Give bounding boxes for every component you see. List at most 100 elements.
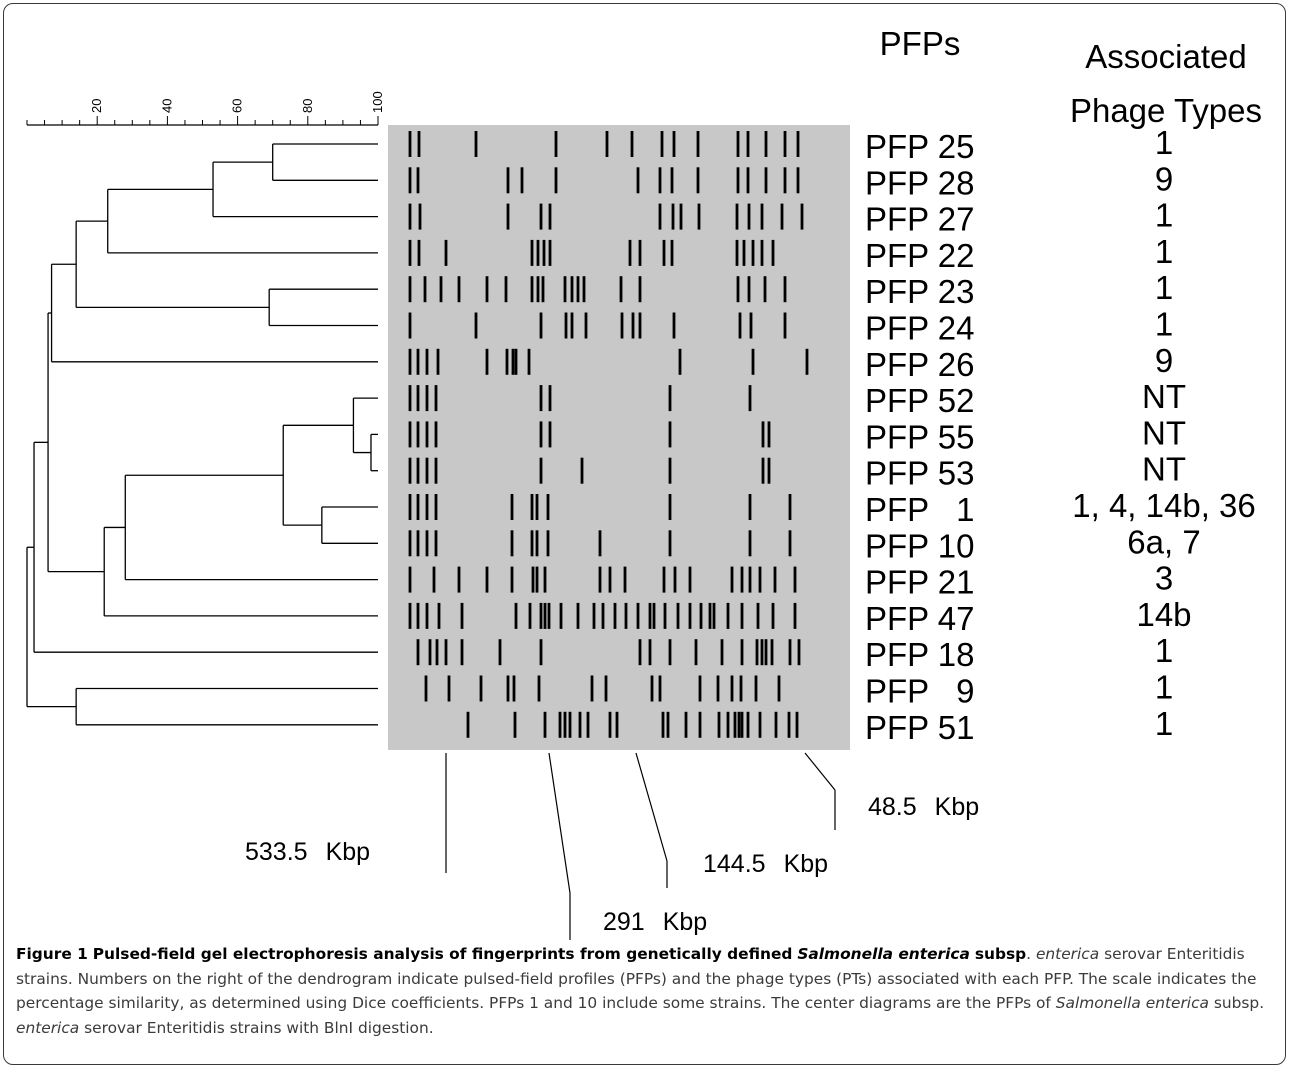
gel-band [542, 239, 546, 266]
gel-band [539, 639, 543, 666]
gel-band [514, 348, 518, 375]
gel-band [688, 566, 692, 593]
gel-band [408, 457, 412, 484]
gel-band [554, 167, 558, 194]
gel-band [576, 276, 580, 303]
gel-band [510, 494, 514, 520]
gel-band [424, 675, 428, 702]
gel-band [771, 602, 775, 629]
gel-band [598, 530, 602, 557]
gel-band [457, 276, 461, 303]
gel-band [416, 167, 420, 194]
gel-band [697, 203, 701, 230]
gel-band [578, 711, 582, 738]
gel-band [601, 602, 605, 629]
gel-band [736, 167, 740, 194]
phage-type-label: 1 [1155, 705, 1173, 742]
gel-band [720, 639, 724, 666]
marker-label-48: 48.5 Kbp [868, 793, 979, 821]
gel-band [761, 457, 765, 484]
gel-band [738, 312, 742, 339]
phage-type-label: NT [1142, 414, 1186, 451]
gel-band [619, 276, 623, 303]
gel-band [754, 675, 758, 702]
gel-band [670, 239, 674, 266]
gel-band [535, 530, 539, 557]
gel-band [688, 602, 692, 629]
gel-band [408, 602, 412, 629]
gel-band [760, 639, 764, 666]
gel-band [417, 239, 421, 266]
gel-band [613, 602, 617, 629]
gel-band [535, 566, 539, 593]
gel-band [758, 566, 762, 593]
gel-band [760, 203, 764, 230]
gel-band [624, 602, 628, 629]
gel-band [460, 602, 464, 629]
pfp-label: PFP 28 [865, 164, 974, 201]
gel-band [658, 203, 662, 230]
gel-band [408, 530, 412, 557]
gel-band [466, 711, 470, 738]
gel-band [416, 348, 420, 375]
gel-band [783, 276, 787, 303]
gel-band [783, 131, 787, 157]
phage-header-line2: Phage Types [1070, 92, 1262, 129]
gel-band [546, 494, 550, 520]
gel-band [530, 239, 534, 266]
gel-band [746, 167, 750, 194]
gel-band [747, 203, 751, 230]
gel-band [548, 203, 552, 230]
phage-header-line1: Associated [1085, 38, 1246, 75]
gel-band [694, 639, 698, 666]
gel-band [564, 312, 568, 339]
gel-band [623, 566, 627, 593]
gel-band [582, 276, 586, 303]
gel-band [652, 602, 656, 629]
caption-title-species: Salmonella enterica [797, 945, 970, 963]
gel-band [771, 239, 775, 266]
gel-band [696, 167, 700, 194]
phage-type-label: 1 [1155, 197, 1173, 234]
gel-band [730, 566, 734, 593]
pfp-label: PFP 10 [865, 527, 974, 564]
gel-band [416, 421, 420, 448]
gel-band [530, 530, 534, 557]
gel-band [435, 639, 439, 666]
gel-band [608, 711, 612, 738]
pfp-label: PFP 25 [865, 128, 974, 165]
phage-type-label: NT [1142, 378, 1186, 415]
phage-type-label: 6a, 7 [1127, 523, 1200, 560]
pfp-label: PFP 53 [865, 455, 974, 492]
figure-graphic: 20 40 60 80 100 PFPs Associated Phage Types … [26, 25, 1262, 940]
gel-band [679, 203, 683, 230]
gel-band [479, 675, 483, 702]
phage-type-label: 14b [1136, 596, 1191, 633]
gel-band [417, 131, 421, 157]
gel-band [748, 494, 752, 520]
gel-band [740, 602, 744, 629]
caption-text-1: . [1026, 945, 1036, 963]
gel-band [539, 602, 543, 629]
gel-band [740, 711, 744, 738]
phage-type-label: 3 [1155, 560, 1173, 597]
gel-band [676, 602, 680, 629]
pfp-label: PFP 52 [865, 382, 974, 419]
gel-band [514, 602, 518, 629]
gel-band [788, 639, 792, 666]
gel-band [434, 421, 438, 448]
gel-band [774, 711, 778, 738]
gel-band [796, 167, 800, 194]
gel-band [748, 566, 752, 593]
scale-tick-label: 80 [300, 99, 315, 113]
gel-band [800, 203, 804, 230]
gel-band [698, 675, 702, 702]
gel-band [673, 566, 677, 593]
pfp-label: PFP 24 [865, 310, 974, 347]
gel-band [696, 131, 700, 157]
gel-band [662, 566, 666, 593]
gel-band [541, 276, 545, 303]
gel-band [733, 711, 737, 738]
gel-band [434, 457, 438, 484]
gel-band [661, 711, 665, 738]
